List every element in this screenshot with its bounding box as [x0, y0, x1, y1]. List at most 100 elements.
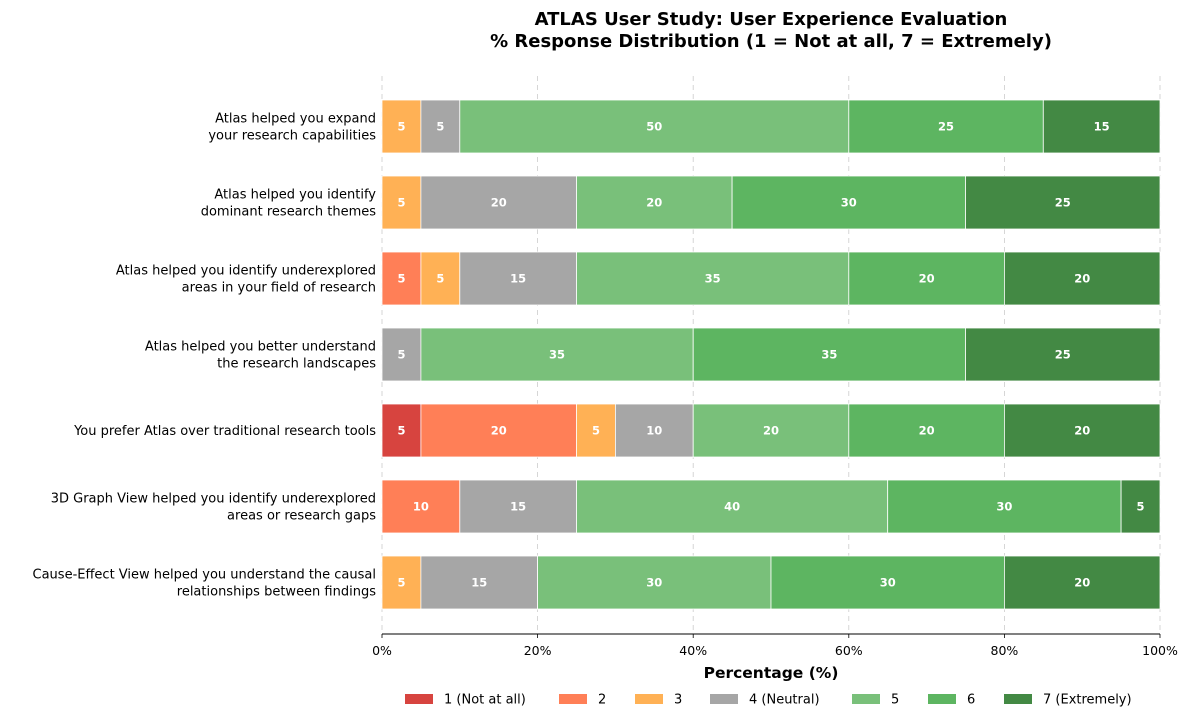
x-tick-label: 20%: [524, 643, 552, 658]
chart-title: ATLAS User Study: User Experience Evalua…: [535, 9, 1008, 30]
bar-value-label: 20: [1074, 424, 1090, 438]
category-label: relationships between findings: [177, 585, 376, 600]
bar-value-label: 20: [646, 196, 662, 210]
bar-segment: [1004, 403, 1161, 458]
legend-label: 1 (Not at all): [444, 693, 526, 708]
legend-swatch: [1004, 694, 1032, 704]
bar-segment: [420, 555, 538, 610]
bar-value-label: 20: [919, 424, 935, 438]
bars: 5 5 50 25 15 5 20 20 30 25 5 5 15 35 20 20 5 35 35 25 5 20 5 10…: [381, 99, 1161, 610]
bar-value-label: 20: [763, 424, 779, 438]
legend-swatch: [559, 694, 587, 704]
bar-value-label: 30: [996, 500, 1012, 514]
bar-segment: [770, 555, 1005, 610]
bar-segment: [381, 175, 422, 230]
legend-label: 2: [598, 693, 606, 708]
bar-value-label: 5: [397, 272, 405, 286]
bar-segment: [576, 479, 889, 534]
category-label: areas or research gaps: [227, 509, 376, 524]
bar-value-label: 15: [471, 576, 487, 590]
x-tick-label: 100%: [1142, 643, 1178, 658]
category-label: your research capabilities: [208, 129, 376, 144]
bar-segment: [848, 99, 1044, 154]
bar-segment: [615, 403, 694, 458]
bar-value-label: 5: [397, 196, 405, 210]
bar-value-label: 15: [510, 272, 526, 286]
bar-value-label: 30: [841, 196, 857, 210]
bar-segment: [420, 251, 461, 306]
legend-label: 5: [891, 693, 899, 708]
bar-segment: [848, 403, 1005, 458]
bar-segment: [965, 327, 1161, 382]
x-axis-label: Percentage (%): [704, 664, 839, 682]
legend-label: 7 (Extremely): [1043, 693, 1132, 708]
bar-value-label: 5: [436, 272, 444, 286]
bar-value-label: 20: [919, 272, 935, 286]
bar-value-label: 50: [646, 120, 662, 134]
category-label: Atlas helped you expand: [215, 112, 376, 127]
chart-subtitle: % Response Distribution (1 = Not at all,…: [490, 31, 1052, 52]
bar-segment: [459, 479, 577, 534]
bar-segment: [1120, 479, 1161, 534]
bar-value-label: 5: [397, 120, 405, 134]
bar-value-label: 25: [1055, 348, 1071, 362]
legend-label: 3: [674, 693, 682, 708]
bar-segment: [1042, 99, 1161, 154]
category-label: Atlas helped you better understand: [145, 340, 376, 355]
bar-value-label: 20: [491, 196, 507, 210]
category-label: You prefer Atlas over traditional resear…: [73, 424, 376, 439]
bar-value-label: 25: [1055, 196, 1071, 210]
bar-value-label: 20: [491, 424, 507, 438]
bar-segment: [381, 403, 422, 458]
category-label: Atlas helped you identify underexplored: [116, 264, 376, 279]
category-label: Cause-Effect View helped you understand …: [33, 568, 376, 583]
bar-value-label: 20: [1074, 576, 1090, 590]
bar-value-label: 5: [397, 348, 405, 362]
category-label: Atlas helped you identify: [214, 188, 376, 203]
bar-value-label: 30: [880, 576, 896, 590]
bar-segment: [381, 479, 461, 534]
category-label: dominant research themes: [201, 205, 377, 220]
bar-value-label: 20: [1074, 272, 1090, 286]
bar-value-label: 5: [592, 424, 600, 438]
bar-value-label: 35: [821, 348, 837, 362]
bar-value-label: 5: [397, 424, 405, 438]
legend-label: 6: [967, 693, 975, 708]
x-tick-label: 60%: [835, 643, 863, 658]
bar-value-label: 30: [646, 576, 662, 590]
bar-value-label: 35: [549, 348, 565, 362]
bar-segment: [420, 99, 461, 154]
legend-swatch: [710, 694, 738, 704]
x-tick-label: 80%: [991, 643, 1019, 658]
x-tick-label: 40%: [679, 643, 707, 658]
bar-value-label: 5: [1137, 500, 1145, 514]
bar-segment: [1004, 555, 1161, 610]
bar-value-label: 5: [397, 576, 405, 590]
bar-value-label: 5: [436, 120, 444, 134]
category-labels: Atlas helped you expand your research cap…: [33, 112, 377, 600]
bar-value-label: 25: [938, 120, 954, 134]
bar-segment: [576, 251, 850, 306]
bar-value-label: 35: [705, 272, 721, 286]
bar-segment: [459, 99, 850, 154]
bar-value-label: 10: [646, 424, 662, 438]
bar-segment: [965, 175, 1161, 230]
legend-swatch: [852, 694, 880, 704]
legend-swatch: [405, 694, 433, 704]
legend-swatch: [635, 694, 663, 704]
legend-label: 4 (Neutral): [749, 693, 820, 708]
bar-value-label: 40: [724, 500, 740, 514]
legend-swatch: [928, 694, 956, 704]
category-label: 3D Graph View helped you identify undere…: [51, 492, 376, 507]
bar-segment: [537, 555, 772, 610]
x-tick-label: 0%: [372, 643, 392, 658]
bar-segment: [692, 327, 966, 382]
category-label: areas in your field of research: [182, 281, 376, 296]
bar-segment: [692, 403, 850, 458]
bar-segment: [1004, 251, 1161, 306]
bar-segment: [459, 251, 577, 306]
bar-segment: [420, 403, 577, 458]
bar-segment: [731, 175, 966, 230]
bar-value-label: 15: [510, 500, 526, 514]
